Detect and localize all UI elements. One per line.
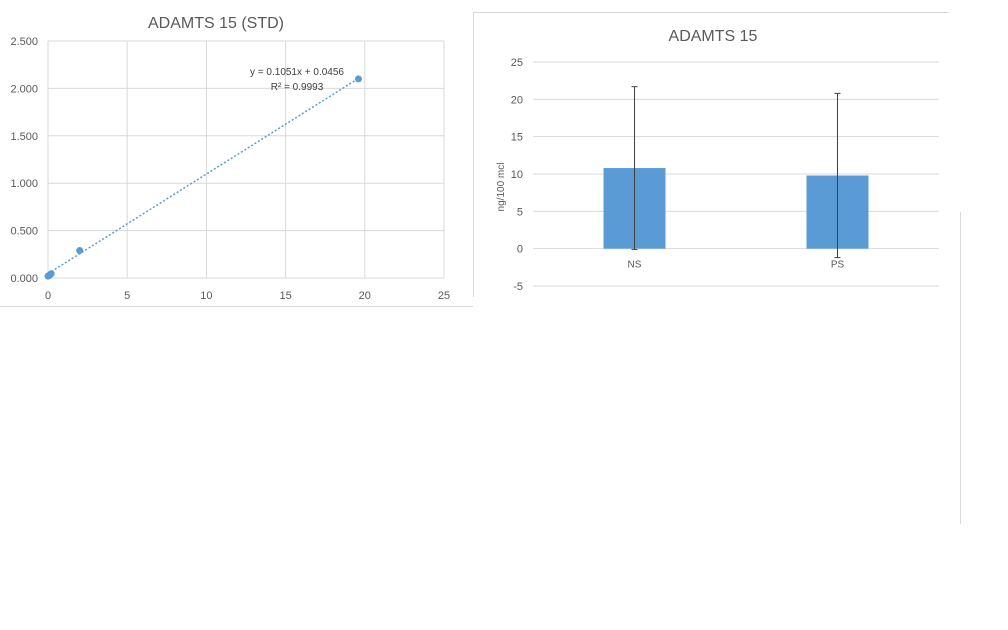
bar-chart-title: ADAMTS 15 — [669, 28, 758, 45]
trendline-r2: R² = 0.9993 — [271, 82, 324, 93]
std-chart-y-tick-labels: 0.000 0.500 1.000 1.500 2.000 2.500 — [10, 36, 38, 285]
bar-y-tick-label: 25 — [511, 57, 523, 69]
std-y-tick-label: 1.500 — [10, 131, 38, 143]
std-trendline — [47, 77, 359, 275]
std-y-tick-label: 0.000 — [10, 273, 38, 285]
bar-y-tick-label: -5 — [513, 281, 523, 293]
std-data-point — [354, 75, 362, 83]
std-x-tick-label: 5 — [124, 290, 130, 302]
std-data-point — [47, 270, 55, 278]
bar-chart-category-labels: NS PS — [628, 260, 845, 271]
std-x-tick-label: 10 — [200, 290, 212, 302]
std-curve-chart: ADAMTS 15 (STD) 0.000 0.500 1.000 1.500 2.00… — [10, 15, 450, 302]
bar-y-tick-label: 10 — [511, 169, 523, 181]
std-y-tick-label: 2.500 — [10, 36, 38, 48]
std-x-tick-label: 20 — [359, 290, 371, 302]
bar-chart-y-axis-label: ng/100 mcl — [496, 163, 507, 212]
std-y-tick-label: 0.500 — [10, 226, 38, 238]
std-y-tick-label: 1.000 — [10, 178, 38, 190]
bar-chart-grid — [533, 61, 939, 287]
std-x-tick-label: 25 — [438, 290, 450, 302]
category-label-ps: PS — [831, 260, 845, 271]
bar-chart-y-tick-labels: -5 0 5 10 15 20 25 — [511, 57, 523, 293]
bar-y-tick-label: 15 — [511, 132, 523, 144]
panel-border-top — [473, 12, 949, 13]
std-x-tick-label: 15 — [279, 290, 291, 302]
bar-chart-error-bars — [631, 86, 841, 259]
panel-border-right — [960, 212, 961, 524]
trendline-equation: y = 0.1051x + 0.0456 — [250, 67, 344, 78]
category-label-ns: NS — [628, 260, 642, 271]
bar-y-tick-label: 20 — [511, 94, 523, 106]
std-chart-x-tick-labels: 0 5 10 15 20 25 — [45, 290, 450, 302]
bar-y-tick-label: 0 — [517, 244, 523, 256]
adamts15-bar-chart: ADAMTS 15 ng/100 mcl -5 0 5 10 15 20 25 NS PS — [496, 28, 939, 293]
std-x-tick-label: 0 — [45, 290, 51, 302]
std-y-tick-label: 2.000 — [10, 83, 38, 95]
panel-border-left — [473, 12, 474, 297]
std-chart-title: ADAMTS 15 (STD) — [148, 15, 284, 32]
panel-border-bottom-left — [0, 306, 473, 307]
bar-chart-bars — [603, 168, 869, 249]
std-data-point — [76, 247, 84, 255]
bar-y-tick-label: 5 — [517, 206, 523, 218]
std-chart-grid — [47, 40, 445, 279]
std-data-points — [44, 75, 362, 280]
